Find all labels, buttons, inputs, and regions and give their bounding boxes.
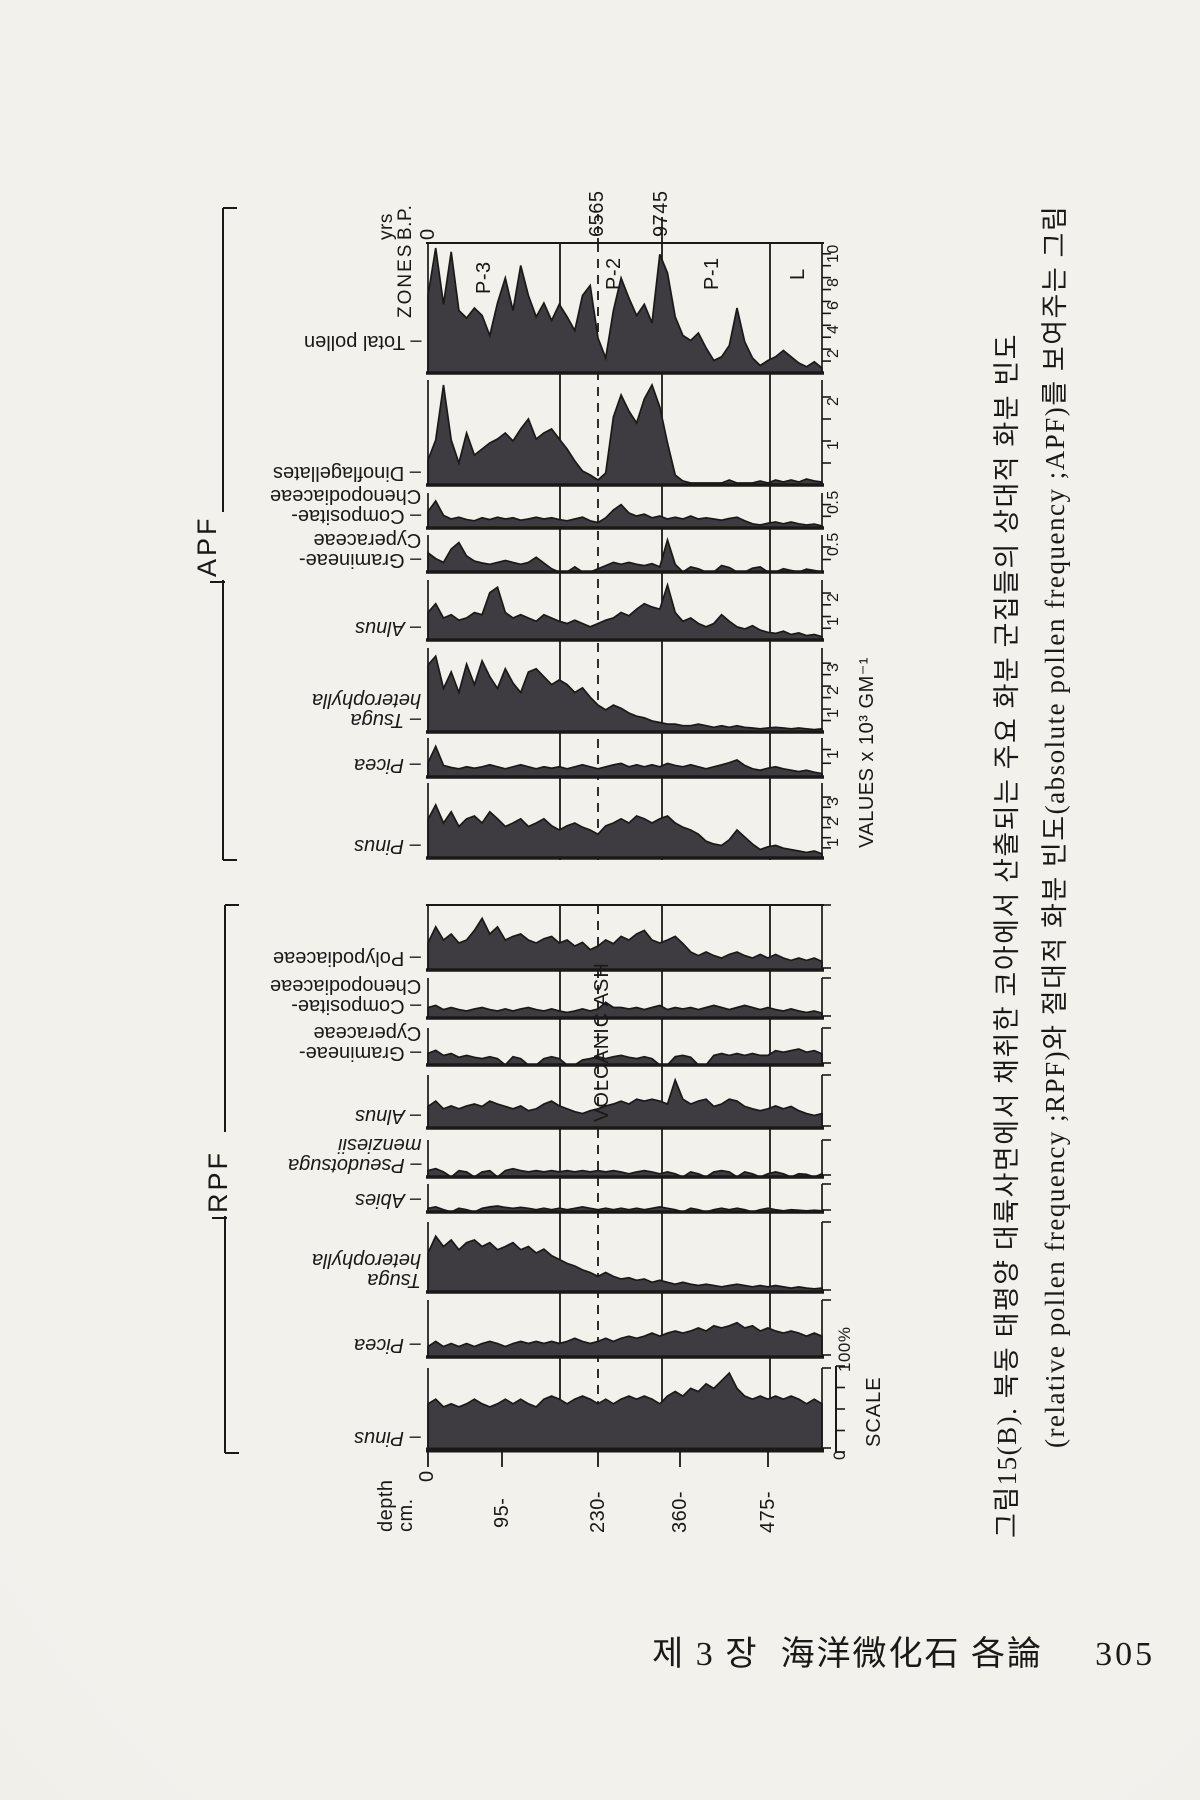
apf-values-unit-label: VALUES x 10³ GM⁻¹ [856,657,878,848]
curve-abies-rpf [427,1205,823,1213]
taxon-label-gramineae-cyperaceae-apf: – Gramineae- Cyperaceae [298,529,421,571]
curve-picea-apf [427,744,823,778]
curve-polypodiaceae-rpf [427,916,823,971]
scale-value-label: 4 [825,324,842,335]
taxon-label-picea-rpf: – Picea [354,1334,421,1356]
scale-value-label: 8 [825,277,842,287]
footer-page-number: 305 [1095,1636,1156,1673]
scale-value-label: 2 [825,396,842,406]
apf-group-label: APF [192,515,222,577]
taxon-label-tsuga-heterophylla-apf: – Tsuga heterophylla [312,689,421,731]
scale-value-label: 3 [825,662,842,673]
taxon-label-compositae-chenopodiaceae-rpf: – Compositae- Chenopodiaceae [269,975,421,1017]
taxon-label-pseudotsuga-menziesii-rpf: – Pseudotsuga menziesii [287,1134,421,1176]
curve-tsuga-heterophylla-apf [427,654,823,733]
page-footer: 제 3 장 海洋微化石 各論 305 [652,1626,1155,1675]
figure-caption-line1: 그림15(B). 북동 태평양 대륙사면에서 채취한 코아에서 산출되는 주요 … [992,333,1022,1538]
scale-value-label: 1 [825,440,842,450]
scale-word-label: SCALE [863,1376,885,1447]
curve-gramineae-cyperaceae-apf [427,537,823,574]
depth-tick-label: 95- [491,1497,513,1528]
curve-pinus-apf [427,802,823,859]
taxon-label-pinus-rpf: – Pinus [354,1427,421,1449]
rpf-group-label: RPF [203,1150,233,1213]
yrs-bp-axis-label: yrs B.P. [376,204,416,240]
scale-value-label: 1 [825,708,842,719]
zone-label-p-3: P-3 [473,261,495,294]
curve-dinoflagellates-apf [427,382,823,486]
depth-tick-label: 360- [669,1490,691,1533]
depth-axis-label: depth cm. [375,1479,417,1532]
curve-pseudotsuga-menziesii-rpf [427,1167,823,1179]
footer-title: 海洋微化石 各論 [780,1636,1044,1673]
taxon-label-compositae-chenopodiaceae-apf: – Compositae- Chenopodiaceae [269,485,421,527]
curve-pinus-rpf [427,1371,823,1451]
scale-value-label: 2 [825,685,842,696]
curve-picea-rpf [427,1321,823,1358]
date-label-9745: 9745 [650,190,672,238]
depth-tick-label: 230- [587,1490,609,1533]
zone-label-p-2: P-2 [603,257,625,290]
scale-value-label: 2 [825,592,842,603]
zone-label-p-1: P-1 [701,257,723,290]
taxon-label-gramineae-cyperaceae-rpf: – Gramineae- Cyperaceae [298,1022,421,1064]
taxon-label-polypodiaceae-rpf: – Polypodiaceae [273,947,421,969]
scale-value-label: 2 [825,348,842,359]
zones-axis-label: ZONES [395,242,416,318]
scale-value-label: 2 [825,817,842,827]
curve-alnus-apf [427,582,823,641]
scale-min-label: 0 [830,1450,849,1460]
scale-value-label: 3 [825,796,842,807]
scale-value-label: 1 [825,837,842,847]
scale-value-label: 1 [825,616,842,626]
scale-max-label: 100% [835,1326,854,1372]
scale-value-label: 1 [825,749,842,759]
taxon-label-abies-rpf: – Abies [355,1189,421,1211]
curve-alnus-rpf [427,1077,823,1129]
curve-tsuga-heterophylla-rpf [427,1234,823,1293]
depth-tick-label: 0 [416,1470,438,1482]
taxon-label-dinoflagellates-apf: – Dinoflagellates [273,462,421,484]
taxon-label-tsuga-heterophylla-rpf: Tsuga heterophylla [312,1249,421,1291]
curve-compositae-chenopodiaceae-rpf [427,1001,823,1019]
date-label-6565: 6565 [586,190,608,238]
depth-tick-label: 475- [757,1490,779,1533]
scale-value-label: 0.5 [825,489,842,514]
taxon-label-picea-apf: – Picea [354,754,421,776]
footer-chapter: 제 3 장 [652,1636,759,1673]
taxon-label-total-pollen-apf: – Total pollen [303,331,422,353]
figure-caption-line2: (relative pollen frequency ;RPF)와 절대적 화분… [1040,204,1070,1448]
curve-gramineae-cyperaceae-rpf [427,1048,823,1067]
taxon-label-pinus-apf: – Pinus [354,835,421,857]
scale-value-label: 0.5 [825,532,842,556]
volcanic-ash-label: VOLCANIC ASH [591,962,613,1122]
zone-label-l: L [787,268,809,280]
taxon-label-alnus-rpf: – Alnus [355,1105,421,1127]
scale-value-label: 10 [825,243,842,263]
curve-compositae-chenopodiaceae-apf [427,499,823,529]
scale-value-label: 6 [825,301,842,311]
taxon-label-alnus-apf: – Alnus [355,617,421,639]
date-label-0: 0 [417,228,439,240]
